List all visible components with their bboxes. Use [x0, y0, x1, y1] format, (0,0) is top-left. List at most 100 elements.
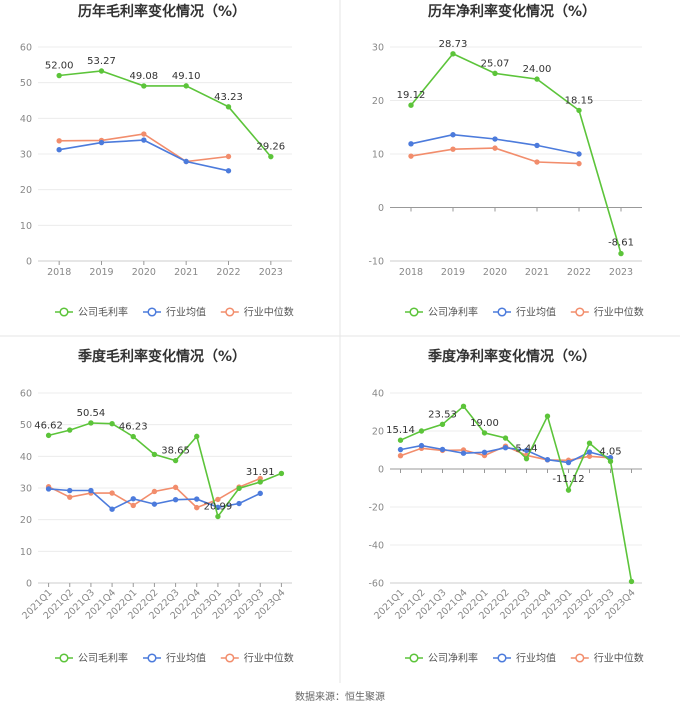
data-point: [225, 153, 232, 160]
data-point: [183, 83, 189, 89]
data-point: [151, 501, 158, 507]
data-point: [618, 250, 624, 257]
data-point: [98, 139, 105, 146]
data-label: 19.00: [470, 418, 499, 429]
data-point: [408, 141, 414, 147]
legend-swatch-marker: [497, 653, 507, 663]
chart-title: 季度毛利率变化情况（%）: [77, 348, 246, 365]
data-point: [172, 484, 179, 491]
data-point: [523, 447, 530, 454]
legend-swatch-marker: [59, 653, 69, 663]
y-tick-label: 30: [372, 43, 384, 54]
data-point: [130, 496, 136, 502]
data-point: [225, 104, 232, 110]
data-point: [544, 456, 551, 463]
y-tick-label: 30: [20, 484, 32, 495]
y-tick-label: -20: [368, 503, 384, 514]
data-label: 50.54: [77, 408, 106, 419]
data-point: [257, 490, 263, 497]
legend-swatch-marker: [225, 307, 235, 317]
data-point: [408, 153, 414, 159]
data-label: 29.26: [257, 142, 286, 153]
data-label: 15.14: [386, 425, 415, 436]
data-point: [544, 413, 551, 419]
y-tick-label: 10: [20, 547, 32, 558]
data-point: [56, 147, 62, 153]
legend-label: 行业中位数: [244, 652, 294, 665]
legend-label: 行业均值: [166, 306, 206, 319]
data-point: [492, 136, 498, 142]
data-label: 52.00: [45, 61, 74, 72]
data-point: [439, 421, 446, 427]
data-label: 24.00: [523, 64, 552, 75]
data-point: [88, 420, 94, 426]
data-point: [576, 107, 582, 114]
legend-swatch-marker: [225, 653, 235, 663]
data-label: 18.15: [565, 95, 594, 106]
data-point: [268, 153, 274, 160]
data-point: [215, 513, 221, 520]
y-tick-label: 40: [20, 114, 32, 125]
y-tick-label: 20: [20, 185, 32, 196]
data-point: [257, 479, 263, 485]
y-tick-label: 50: [20, 78, 32, 89]
data-point: [502, 445, 509, 451]
data-point: [576, 160, 582, 167]
data-point: [278, 470, 285, 477]
data-point: [450, 132, 456, 138]
data-point: [67, 427, 73, 433]
data-point: [628, 578, 635, 585]
data-point: [225, 168, 232, 174]
series-line-0: [48, 422, 282, 519]
data-point: [534, 76, 540, 82]
data-point: [109, 490, 115, 496]
data-point: [397, 437, 404, 443]
data-point: [98, 68, 105, 74]
data-label: 46.23: [119, 422, 148, 433]
data-point: [481, 449, 488, 455]
data-label: -8.61: [608, 238, 634, 249]
legend-swatch-marker: [147, 653, 157, 663]
legend-label: 行业中位数: [244, 306, 294, 319]
x-tick-label: 2022: [567, 267, 591, 278]
x-tick-label: 2021: [525, 267, 549, 278]
y-tick-label: 20: [20, 515, 32, 526]
source-note: 数据来源：恒生聚源: [295, 690, 385, 703]
data-label: 23.53: [428, 409, 457, 420]
data-point: [502, 435, 509, 441]
legend-swatch-marker: [575, 307, 585, 317]
x-tick-label: 2019: [441, 267, 465, 278]
data-point: [141, 131, 147, 137]
data-point: [141, 137, 147, 143]
y-tick-label: 0: [378, 465, 384, 476]
y-tick-label: 40: [372, 389, 384, 400]
data-point: [565, 459, 572, 466]
data-point: [460, 403, 467, 409]
data-point: [450, 146, 456, 152]
data-label: 28.73: [439, 39, 468, 50]
y-tick-label: 20: [372, 96, 384, 107]
y-tick-label: 40: [20, 452, 32, 463]
legend-label: 公司毛利率: [78, 306, 128, 319]
data-point: [481, 430, 488, 436]
y-tick-label: 0: [26, 257, 32, 268]
x-tick-label: 2021: [174, 267, 198, 278]
y-tick-label: 20: [372, 427, 384, 438]
data-point: [67, 487, 73, 494]
data-point: [492, 70, 498, 77]
legend-label: 行业均值: [166, 652, 206, 665]
y-tick-label: 50: [20, 420, 32, 431]
y-tick-label: 60: [20, 43, 32, 54]
data-point: [141, 83, 147, 89]
data-point: [45, 432, 52, 439]
data-point: [109, 506, 115, 512]
data-point: [397, 446, 404, 453]
data-point: [130, 502, 136, 509]
x-tick-label: 2022: [216, 267, 240, 278]
legend-label: 行业均值: [516, 652, 556, 665]
legend-label: 公司净利率: [428, 652, 478, 665]
data-label: 38.65: [161, 446, 190, 457]
y-tick-label: 60: [20, 389, 32, 400]
chart-title: 历年净利率变化情况（%）: [428, 3, 596, 20]
data-point: [460, 450, 467, 456]
